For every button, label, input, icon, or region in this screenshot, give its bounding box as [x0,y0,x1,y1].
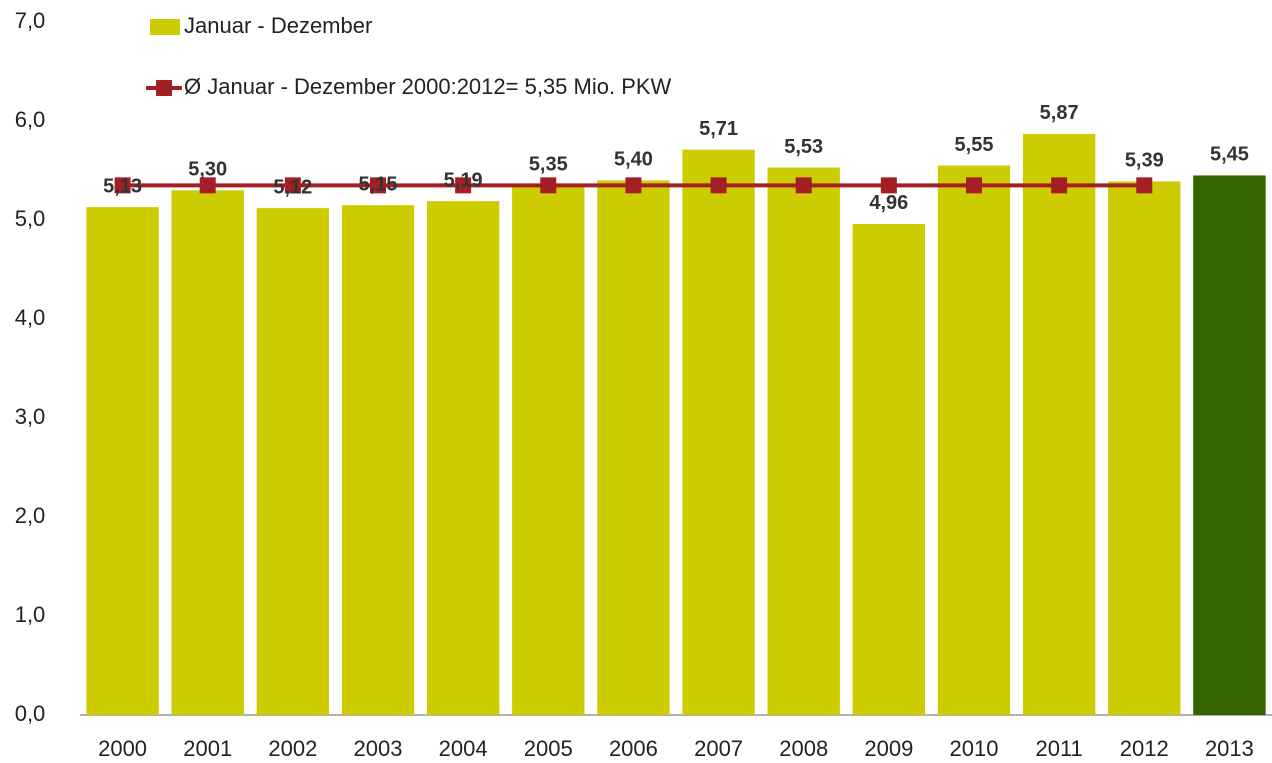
line-marker [284,177,301,194]
line-marker [966,177,982,194]
y-tick-label: 2,0 [15,503,46,528]
bar [852,223,926,715]
data-label: 5,12 [273,176,312,198]
bar [426,201,500,715]
x-tick-label: 2007 [694,736,743,761]
line-marker [114,177,131,194]
y-tick-label: 4,0 [15,305,46,330]
y-tick-label: 7,0 [15,8,46,33]
bar [1108,181,1181,715]
bar [597,180,670,715]
data-label: 5,40 [614,149,653,171]
y-tick-label: 3,0 [15,404,46,429]
legend-marker [156,80,172,96]
x-tick-label: 2000 [98,736,147,761]
data-label: 5,45 [1210,144,1249,166]
x-tick-label: 2010 [950,736,999,761]
y-tick-label: 6,0 [15,107,46,132]
data-label: 5,39 [1125,150,1164,172]
data-label: 5,13 [103,175,142,197]
bar [341,205,415,715]
data-label: 5,35 [529,154,568,176]
x-tick-label: 2013 [1205,736,1254,761]
line-marker [1136,177,1153,194]
x-tick-label: 2011 [1035,736,1082,761]
x-tick-label: 2002 [268,736,317,761]
data-label: 5,71 [699,118,738,140]
bar [171,190,244,716]
line-marker [625,177,642,194]
bar [682,149,755,715]
line-marker [540,177,557,194]
data-label: 5,53 [784,136,823,158]
bar [512,185,585,716]
data-label: 5,19 [444,169,483,191]
line-marker [880,177,897,194]
y-tick-label: 0,0 [15,701,46,726]
bar [256,208,330,715]
line-marker [1051,177,1068,194]
bar [86,207,159,715]
y-tick-label: 5,0 [15,206,46,231]
line-marker [710,177,727,194]
line-marker [370,177,386,194]
bar [1022,133,1096,715]
line-marker [199,177,216,194]
legend-label: Ø Januar - Dezember 2000:2012= 5,35 Mio.… [184,74,672,99]
bar [937,165,1011,716]
x-tick-label: 2006 [609,736,658,761]
data-label: 4,96 [869,192,908,214]
x-tick-label: 2001 [183,736,232,761]
bar [1193,175,1266,715]
x-tick-label: 2012 [1120,736,1169,761]
bar [767,167,840,715]
x-tick-label: 2008 [779,736,828,761]
legend-swatch [150,19,180,35]
data-label: 5,87 [1040,102,1079,124]
data-label: 5,55 [955,134,994,156]
line-marker [455,177,472,194]
x-tick-label: 2003 [354,736,403,761]
x-tick-label: 2005 [524,736,573,761]
x-tick-label: 2004 [439,736,488,761]
data-label: 5,15 [359,173,398,195]
line-marker [795,177,812,194]
x-tick-label: 2009 [864,736,913,761]
data-label: 5,30 [188,159,227,181]
y-tick-label: 1,0 [15,602,46,627]
legend-label: Januar - Dezember [184,13,372,38]
